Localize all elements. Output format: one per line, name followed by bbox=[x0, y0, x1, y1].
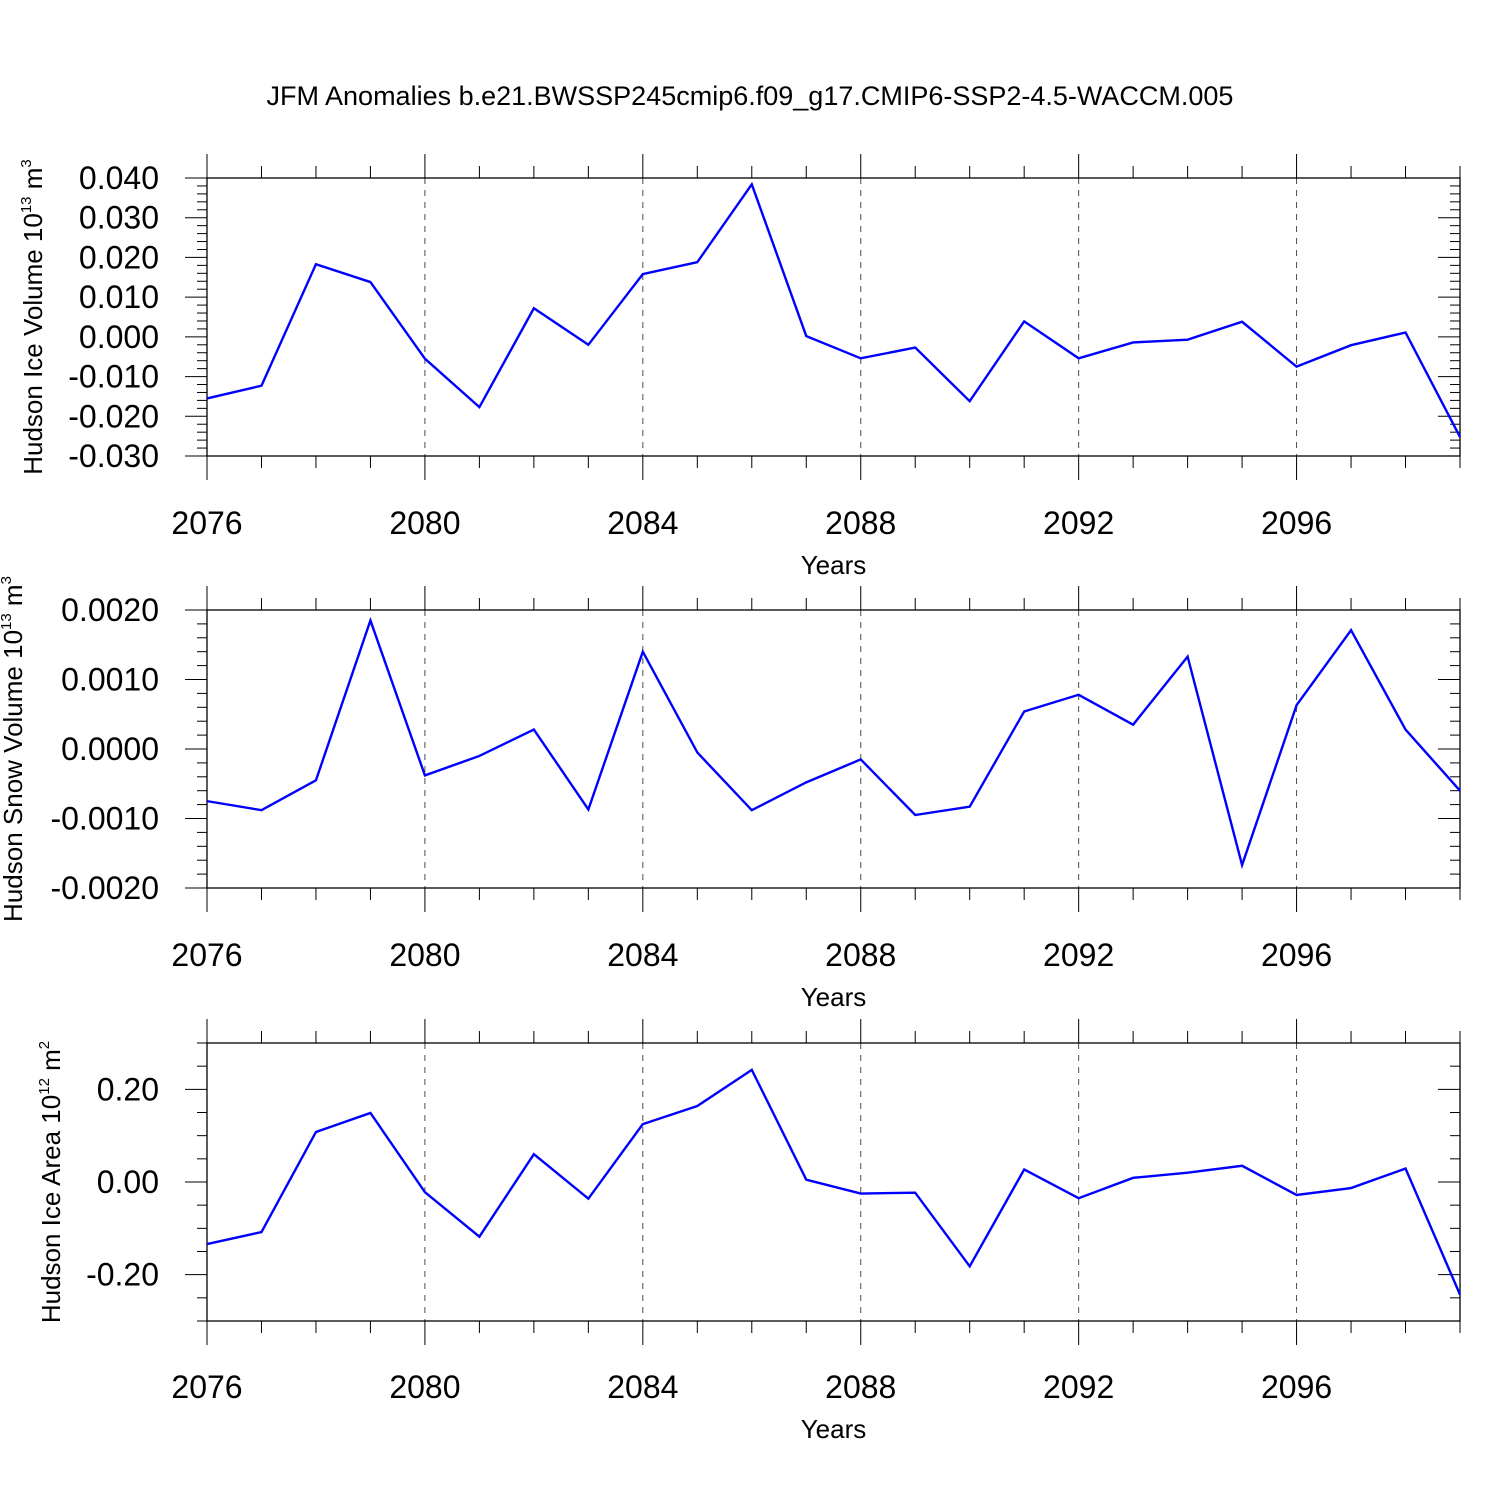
x-tick-label: 2096 bbox=[1261, 937, 1332, 973]
x-axis-title: Years bbox=[801, 550, 867, 580]
x-axis-title: Years bbox=[801, 1414, 867, 1444]
panel-3: -0.20 0.00 0.20 2076 2080 2084 2088 2092 2096 Yea… bbox=[36, 1019, 1462, 1444]
x-tick-label: 2080 bbox=[389, 937, 460, 973]
x-tick-label: 2076 bbox=[171, 505, 242, 541]
y-tick-label: 0.00 bbox=[97, 1164, 159, 1200]
y-tick-label: 0.0000 bbox=[61, 731, 159, 767]
x-tick-label: 2096 bbox=[1261, 505, 1332, 541]
x-tick-label: 2080 bbox=[389, 505, 460, 541]
x-tick-label: 2084 bbox=[607, 505, 678, 541]
y-tick-label: 0.010 bbox=[79, 279, 159, 315]
x-tick-label: 2092 bbox=[1043, 937, 1114, 973]
y-tick-label: 0.0020 bbox=[61, 592, 159, 628]
x-tick-label: 2088 bbox=[825, 1369, 896, 1405]
y-tick-label: 0.0010 bbox=[61, 662, 159, 698]
chart-title: JFM Anomalies b.e21.BWSSP245cmip6.f09_g1… bbox=[267, 81, 1234, 111]
y-tick-label: 0.000 bbox=[79, 319, 159, 355]
x-tick-label: 2092 bbox=[1043, 1369, 1114, 1405]
x-tick-label: 2092 bbox=[1043, 505, 1114, 541]
x-tick-label: 2088 bbox=[825, 505, 896, 541]
x-axis-title: Years bbox=[801, 982, 867, 1012]
y-axis-title: Hudson Ice Area 1012 m2 bbox=[36, 1041, 66, 1323]
x-tick-label: 2096 bbox=[1261, 1369, 1332, 1405]
y-tick-label: -0.0010 bbox=[50, 801, 159, 837]
y-tick-label: 0.040 bbox=[79, 160, 159, 196]
y-tick-label: -0.020 bbox=[68, 398, 159, 434]
x-tick-label: 2084 bbox=[607, 1369, 678, 1405]
series-line bbox=[206, 1068, 1462, 1296]
series-line bbox=[206, 181, 1462, 438]
plot-frame bbox=[206, 609, 1461, 889]
x-tick-label: 2084 bbox=[607, 937, 678, 973]
y-tick-label: -0.030 bbox=[68, 438, 159, 474]
series-line bbox=[206, 616, 1461, 870]
y-tick-label: -0.20 bbox=[86, 1257, 159, 1293]
y-axis-title: Hudson Snow Volume 1013 m3 bbox=[0, 576, 28, 922]
y-tick-label: 0.20 bbox=[97, 1071, 159, 1107]
x-tick-label: 2088 bbox=[825, 937, 896, 973]
x-tick-label: 2076 bbox=[171, 1369, 242, 1405]
y-tick-label: 0.020 bbox=[79, 239, 159, 275]
x-tick-label: 2076 bbox=[171, 937, 242, 973]
y-tick-label: -0.0020 bbox=[50, 870, 159, 906]
y-tick-label: -0.010 bbox=[68, 359, 159, 395]
x-tick-label: 2080 bbox=[389, 1369, 460, 1405]
plot-frame bbox=[206, 177, 1461, 457]
y-tick-label: 0.030 bbox=[79, 200, 159, 236]
panel-2: -0.0020 -0.0010 0.0000 0.0010 0.0020 2076 2080… bbox=[0, 576, 1461, 1012]
y-axis-title: Hudson Ice Volume 1013 m3 bbox=[18, 159, 48, 475]
